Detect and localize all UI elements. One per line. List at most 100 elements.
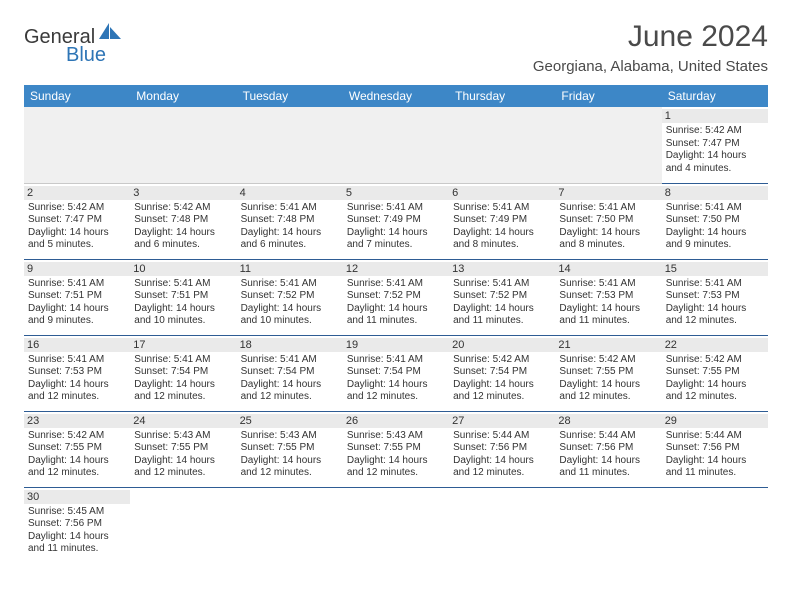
day-info: Sunrise: 5:41 AMSunset: 7:52 PMDaylight:… [241,278,339,328]
day-info: Sunrise: 5:44 AMSunset: 7:56 PMDaylight:… [666,430,764,480]
empty-cell [130,107,236,183]
day-number: 18 [237,338,343,352]
day-info: Sunrise: 5:41 AMSunset: 7:54 PMDaylight:… [134,354,232,404]
empty-cell [555,107,661,183]
day-number: 28 [555,414,661,428]
day-number: 27 [449,414,555,428]
day-cell-22: 22 Sunrise: 5:42 AMSunset: 7:55 PMDayligh… [662,335,768,411]
day-number: 23 [24,414,130,428]
day-cell-14: 14 Sunrise: 5:41 AMSunset: 7:53 PMDayligh… [555,259,661,335]
empty-cell [24,107,130,183]
day-info: Sunrise: 5:42 AMSunset: 7:54 PMDaylight:… [453,354,551,404]
day-header-row: SundayMondayTuesdayWednesdayThursdayFrid… [24,85,768,107]
day-cell-4: 4Sunrise: 5:41 AMSunset: 7:48 PMDaylight… [237,183,343,259]
day-info: Sunrise: 5:43 AMSunset: 7:55 PMDaylight:… [241,430,339,480]
empty-cell [662,487,768,563]
day-info: Sunrise: 5:41 AMSunset: 7:53 PMDaylight:… [559,278,657,328]
day-cell-18: 18 Sunrise: 5:41 AMSunset: 7:54 PMDayligh… [237,335,343,411]
day-info: Sunrise: 5:43 AMSunset: 7:55 PMDaylight:… [347,430,445,480]
day-info: Sunrise: 5:42 AMSunset: 7:55 PMDaylight:… [666,354,764,404]
day-info: Sunrise: 5:41 AMSunset: 7:52 PMDaylight:… [347,278,445,328]
day-number: 13 [449,262,555,276]
empty-cell [555,487,661,563]
day-cell-23: 23Sunrise: 5:42 AMSunset: 7:55 PMDayligh… [24,411,130,487]
logo-sail-icon [99,23,121,44]
day-cell-24: 24 Sunrise: 5:43 AMSunset: 7:55 PMDayligh… [130,411,236,487]
day-number: 7 [555,186,661,200]
empty-cell [343,487,449,563]
day-number: 25 [237,414,343,428]
location: Georgiana, Alabama, United States [533,58,768,75]
day-number: 26 [343,414,449,428]
day-info: Sunrise: 5:44 AMSunset: 7:56 PMDaylight:… [559,430,657,480]
day-number: 19 [343,338,449,352]
day-cell-9: 9Sunrise: 5:41 AMSunset: 7:51 PMDaylight… [24,259,130,335]
day-number: 5 [343,186,449,200]
day-cell-30: 30 Sunrise: 5:45 AMSunset: 7:56 PMDayligh… [24,487,130,563]
day-info: Sunrise: 5:41 AMSunset: 7:49 PMDaylight:… [453,202,551,252]
empty-cell [237,487,343,563]
day-info: Sunrise: 5:44 AMSunset: 7:56 PMDaylight:… [453,430,551,480]
day-number: 3 [130,186,236,200]
day-header-wednesday: Wednesday [343,85,449,107]
calendar-row: 16 Sunrise: 5:41 AMSunset: 7:53 PMDayligh… [24,335,768,411]
day-cell-19: 19 Sunrise: 5:41 AMSunset: 7:54 PMDayligh… [343,335,449,411]
day-cell-17: 17Sunrise: 5:41 AMSunset: 7:54 PMDayligh… [130,335,236,411]
day-cell-15: 15 Sunrise: 5:41 AMSunset: 7:53 PMDayligh… [662,259,768,335]
empty-cell [130,487,236,563]
day-header-tuesday: Tuesday [237,85,343,107]
day-cell-29: 29 Sunrise: 5:44 AMSunset: 7:56 PMDayligh… [662,411,768,487]
day-cell-5: 5Sunrise: 5:41 AMSunset: 7:49 PMDaylight… [343,183,449,259]
day-cell-10: 10Sunrise: 5:41 AMSunset: 7:51 PMDayligh… [130,259,236,335]
day-info: Sunrise: 5:41 AMSunset: 7:54 PMDaylight:… [347,354,445,404]
title-block: June 2024 Georgiana, Alabama, United Sta… [533,20,768,81]
empty-cell [237,107,343,183]
day-header-saturday: Saturday [662,85,768,107]
empty-cell [449,107,555,183]
day-number: 2 [24,186,130,200]
day-cell-2: 2 Sunrise: 5:42 AMSunset: 7:47 PMDaylight… [24,183,130,259]
day-info: Sunrise: 5:41 AMSunset: 7:54 PMDaylight:… [241,354,339,404]
day-number: 4 [237,186,343,200]
day-info: Sunrise: 5:42 AMSunset: 7:47 PMDaylight:… [28,202,126,252]
day-info: Sunrise: 5:42 AMSunset: 7:47 PMDaylight:… [666,125,764,175]
day-number: 21 [555,338,661,352]
day-number: 29 [662,414,768,428]
day-info: Sunrise: 5:41 AMSunset: 7:53 PMDaylight:… [28,354,126,404]
day-number: 30 [24,490,130,504]
day-header-friday: Friday [555,85,661,107]
day-number: 22 [662,338,768,352]
calendar-row: 9 Sunrise: 5:41 AMSunset: 7:51 PMDaylight… [24,259,768,335]
day-cell-21: 21Sunrise: 5:42 AMSunset: 7:55 PMDayligh… [555,335,661,411]
calendar-table: SundayMondayTuesdayWednesdayThursdayFrid… [24,85,768,563]
day-cell-13: 13 Sunrise: 5:41 AMSunset: 7:52 PMDayligh… [449,259,555,335]
day-cell-16: 16 Sunrise: 5:41 AMSunset: 7:53 PMDayligh… [24,335,130,411]
day-header-monday: Monday [130,85,236,107]
day-number: 1 [662,109,768,123]
day-info: Sunrise: 5:41 AMSunset: 7:52 PMDaylight:… [453,278,551,328]
day-number: 11 [237,262,343,276]
calendar-row: 2 Sunrise: 5:42 AMSunset: 7:47 PMDaylight… [24,183,768,259]
day-info: Sunrise: 5:43 AMSunset: 7:55 PMDaylight:… [134,430,232,480]
day-number: 14 [555,262,661,276]
day-number: 9 [24,262,130,276]
day-cell-11: 11 Sunrise: 5:41 AMSunset: 7:52 PMDayligh… [237,259,343,335]
day-info: Sunrise: 5:41 AMSunset: 7:51 PMDaylight:… [134,278,232,328]
day-number: 16 [24,338,130,352]
month-title: June 2024 [533,20,768,54]
day-cell-20: 20 Sunrise: 5:42 AMSunset: 7:54 PMDayligh… [449,335,555,411]
day-header-thursday: Thursday [449,85,555,107]
day-number: 24 [130,414,236,428]
calendar-row: 30 Sunrise: 5:45 AMSunset: 7:56 PMDayligh… [24,487,768,563]
empty-cell [449,487,555,563]
day-number: 20 [449,338,555,352]
day-number: 12 [343,262,449,276]
calendar-body: 1 Sunrise: 5:42 AMSunset: 7:47 PMDaylight… [24,107,768,563]
day-info: Sunrise: 5:41 AMSunset: 7:53 PMDaylight:… [666,278,764,328]
day-cell-8: 8 Sunrise: 5:41 AMSunset: 7:50 PMDaylight… [662,183,768,259]
day-number: 8 [662,186,768,200]
day-cell-3: 3Sunrise: 5:42 AMSunset: 7:48 PMDaylight… [130,183,236,259]
day-info: Sunrise: 5:41 AMSunset: 7:50 PMDaylight:… [666,202,764,252]
day-info: Sunrise: 5:45 AMSunset: 7:56 PMDaylight:… [28,506,126,556]
day-number: 15 [662,262,768,276]
